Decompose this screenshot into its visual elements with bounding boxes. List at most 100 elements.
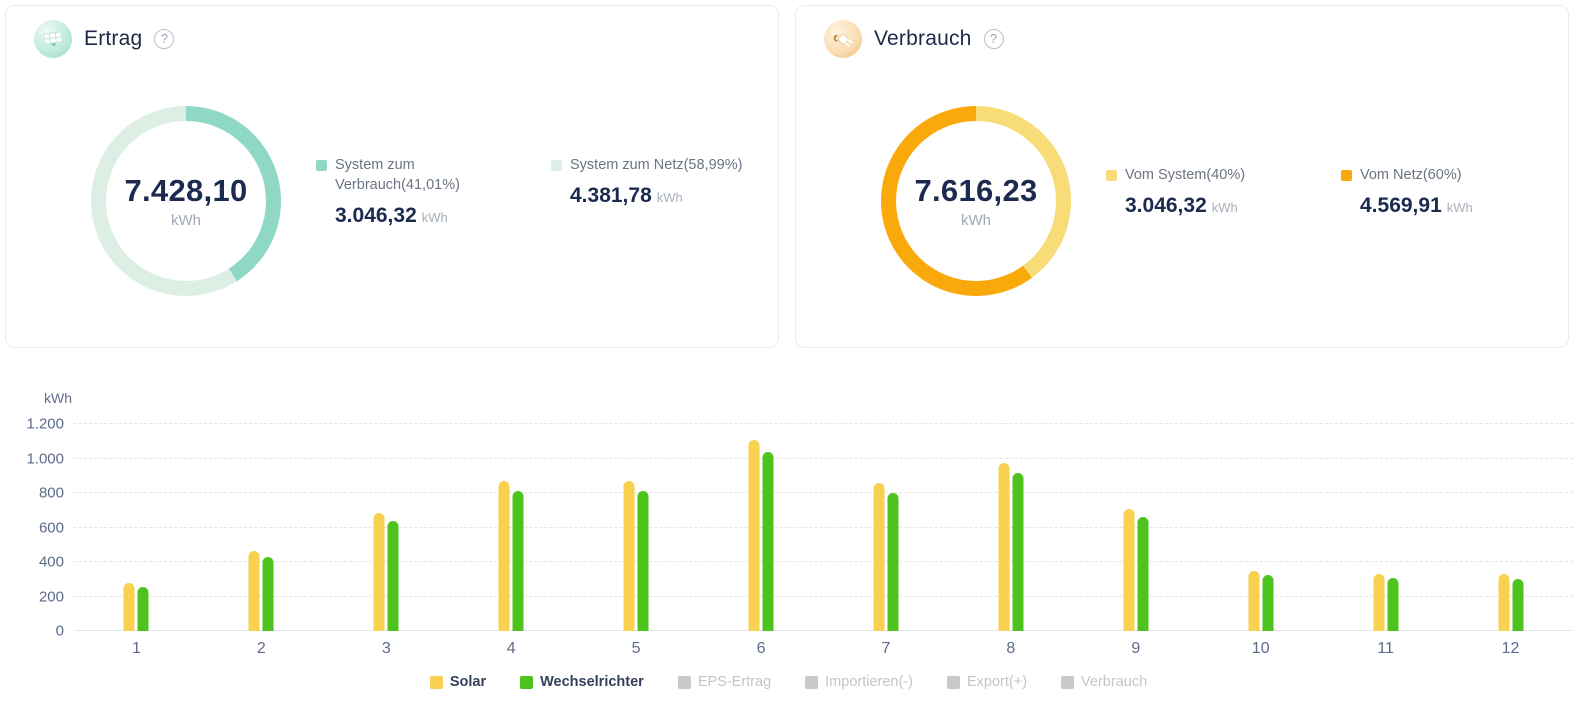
verbrauch-title: Verbrauch: [874, 27, 972, 50]
legend-item-export-[interactable]: Export(+): [946, 674, 1028, 690]
legend-swatch: [805, 675, 819, 689]
verbrauch-segment-system: Vom System(40%) 3.046,32 kWh: [1106, 166, 1331, 218]
legend-label: Export(+): [966, 674, 1028, 690]
segment-unit: kWh: [656, 190, 683, 205]
wechselrichter-bar: [1137, 517, 1149, 631]
x-tick-label: 1: [132, 640, 141, 657]
solar-bar: [1123, 509, 1135, 631]
wechselrichter-bar: [512, 491, 524, 631]
gridline: [74, 492, 1573, 493]
legend-label: Verbrauch: [1081, 674, 1148, 690]
legend-item-verbrauch[interactable]: Verbrauch: [1061, 674, 1147, 690]
legend-item-importieren-[interactable]: Importieren(-): [805, 674, 913, 690]
wechselrichter-bar: [137, 587, 149, 631]
y-tick-label: 200: [38, 588, 64, 605]
ertrag-total-unit: kWh: [171, 212, 201, 229]
x-tick-label: 4: [506, 640, 516, 657]
verbrauch-swatch: [316, 160, 327, 172]
bar-group-month-4: [449, 424, 574, 631]
y-axis-unit-label: kWh: [44, 390, 72, 406]
legend-swatch: [520, 675, 534, 689]
solar-bar: [1248, 570, 1260, 631]
legend-item-eps-ertrag[interactable]: EPS-Ertrag: [677, 674, 772, 690]
bar-group-month-2: [199, 424, 324, 631]
solar-bar: [498, 480, 510, 631]
segment-unit: kWh: [1211, 199, 1238, 215]
y-axis-tick-labels: 1.200 1.000 800 600 400 200 0: [0, 386, 64, 716]
y-tick-label: 0: [55, 622, 64, 640]
bar-group-month-10: [1198, 424, 1323, 631]
legend-label: Solar: [449, 674, 487, 690]
x-tick-label: 5: [631, 640, 641, 657]
gridline: [74, 457, 1573, 459]
solar-bar: [248, 550, 260, 631]
x-tick-label: 2: [256, 640, 266, 657]
x-tick-label: 9: [1131, 640, 1141, 657]
x-tick-label: 11: [1377, 640, 1394, 657]
y-tick-label: 1.000: [26, 450, 64, 467]
gridline: [74, 595, 1573, 597]
x-tick-label: 7: [881, 640, 891, 657]
x-tick-label: 6: [756, 640, 766, 657]
segment-label: Vom System(40%): [1125, 167, 1246, 184]
verbrauch-help-icon[interactable]: ?: [983, 29, 1004, 49]
verbrauch-segment-netz: Vom Netz(60%) 4.569,91 kWh: [1341, 166, 1566, 218]
verbrauch-total-value: 7.616,23: [914, 173, 1038, 208]
legend-swatch: [1061, 675, 1075, 689]
netz-swatch: [551, 160, 562, 172]
solar-bar: [373, 512, 385, 631]
verbrauch-card: Verbrauch ? 7.616,23 kWh Vom System(40%)…: [795, 5, 1569, 348]
segment-label: System zum Verbrauch(41,01%): [335, 157, 460, 193]
legend-item-solar[interactable]: Solar: [429, 674, 487, 690]
ertrag-card: Ertrag ? 7.428,10 kWh System zum Verbrau…: [5, 5, 779, 348]
plot-area: [74, 423, 1573, 631]
segment-value: 3.046,32: [1125, 193, 1207, 217]
wechselrichter-bar: [1262, 574, 1274, 631]
ertrag-donut-chart: 7.428,10 kWh: [91, 106, 281, 296]
gridline: [74, 630, 1573, 631]
segment-unit: kWh: [1446, 199, 1473, 215]
bar-group-month-9: [1073, 424, 1198, 631]
legend-label: Wechselrichter: [540, 674, 644, 690]
ertrag-segment-verbrauch: System zum Verbrauch(41,01%) 3.046,32 kWh: [316, 156, 541, 227]
ertrag-total-value: 7.428,10: [124, 173, 248, 208]
solar-bar: [1373, 574, 1385, 631]
bar-group-month-8: [948, 424, 1073, 631]
bar-group-month-5: [574, 424, 699, 631]
solar-bar: [123, 582, 135, 631]
verbrauch-total-unit: kWh: [961, 212, 991, 229]
wechselrichter-bar: [637, 491, 649, 631]
legend-swatch: [946, 675, 960, 689]
solar-bar: [748, 439, 760, 631]
wechselrichter-bar: [1012, 473, 1024, 631]
wechselrichter-bar: [262, 556, 274, 631]
gridline: [74, 526, 1573, 528]
wechselrichter-bar: [1512, 579, 1524, 631]
legend-label: Importieren(-): [825, 674, 913, 690]
x-tick-label: 3: [381, 640, 391, 657]
segment-value: 4.381,78: [570, 184, 652, 207]
legend-swatch: [429, 675, 443, 689]
bar-group-month-12: [1448, 424, 1573, 631]
legend-item-wechselrichter[interactable]: Wechselrichter: [520, 674, 644, 690]
segment-value: 3.046,32: [335, 203, 417, 227]
segment-value: 4.569,91: [1360, 193, 1442, 217]
ertrag-help-icon[interactable]: ?: [154, 29, 175, 49]
legend-swatch: [677, 675, 691, 689]
wechselrichter-bar: [387, 520, 399, 631]
solar-bar: [873, 482, 885, 631]
y-tick-label: 800: [38, 484, 64, 502]
x-tick-label: 12: [1501, 640, 1520, 657]
vom-netz-swatch: [1341, 170, 1352, 182]
x-tick-label: 8: [1006, 640, 1016, 657]
ertrag-segment-netz: System zum Netz(58,99%) 4.381,78 kWh: [551, 156, 776, 227]
bar-group-month-3: [324, 424, 449, 631]
chart-legend: Solar Wechselrichter EPS-Ertrag Importieren…: [0, 674, 1577, 690]
y-tick-label: 600: [38, 519, 64, 536]
ertrag-title: Ertrag: [84, 27, 143, 50]
wechselrichter-bar: [887, 493, 899, 631]
legend-label: EPS-Ertrag: [697, 674, 772, 690]
bar-group-month-1: [74, 424, 199, 631]
power-plug-icon: [824, 20, 862, 58]
x-tick-label: 10: [1251, 640, 1270, 657]
